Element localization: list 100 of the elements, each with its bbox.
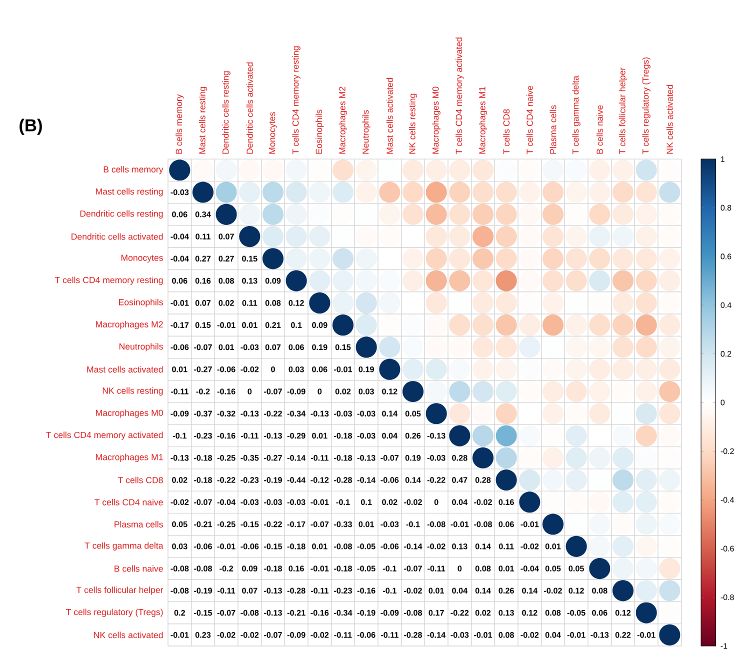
chart-title: (B): [20, 118, 42, 135]
text: 0.01: [545, 544, 561, 550]
text: -0.03: [240, 499, 259, 506]
color-bar-label: 0.6: [720, 254, 732, 260]
text: 0.15: [335, 344, 351, 350]
color-bar-label: 1: [721, 156, 724, 162]
text: -0.01: [450, 521, 469, 528]
text: 0.04: [382, 432, 398, 439]
y-tick-label: Mast cells activated: [87, 366, 163, 373]
text: -0.33: [334, 521, 352, 528]
text: 0.11: [196, 234, 210, 240]
text: -0.08: [170, 588, 189, 594]
text: -0.1: [382, 588, 396, 594]
text: -0.37: [194, 410, 212, 416]
text: 0.16: [288, 566, 304, 572]
text: -0.08: [474, 521, 492, 528]
text: -0.1: [172, 432, 186, 439]
text: -0.01: [170, 632, 189, 638]
text: -0.17: [287, 521, 306, 528]
text: -0.15: [194, 610, 212, 616]
text: 0.06: [498, 521, 514, 528]
text: -0.35: [240, 454, 259, 461]
text: 0.13: [498, 610, 514, 616]
text: 0.47: [452, 477, 468, 483]
text: -0.25: [217, 521, 236, 528]
text: -0.29: [287, 432, 306, 439]
text: -0.01: [474, 632, 492, 638]
text: -0.06: [194, 544, 212, 550]
text: 0.05: [568, 566, 584, 572]
text: -0.01: [170, 300, 189, 306]
y-tick-label: Plasma cells: [114, 521, 163, 528]
text: -0.03: [334, 410, 352, 416]
text: 0.15: [195, 322, 211, 328]
text: -0.01: [334, 366, 352, 372]
text: -0.02: [170, 499, 189, 506]
text: -0.01: [217, 322, 236, 328]
text: -0.14: [427, 632, 446, 638]
text: -0.03: [450, 632, 469, 638]
text: -0.07: [264, 632, 282, 638]
text: -0.04: [170, 256, 189, 262]
text: -0.1: [382, 566, 396, 572]
text: -0.02: [474, 499, 492, 506]
text: -0.1: [406, 521, 420, 528]
text: 0.12: [568, 588, 584, 594]
text: -0.02: [544, 588, 562, 594]
text: 0.01: [498, 566, 514, 572]
text: -0.13: [427, 432, 446, 439]
color-bar-label: 0.4: [720, 302, 732, 308]
text: 0.34: [195, 212, 211, 218]
text: -0.15: [264, 544, 282, 550]
text: -0.06: [357, 632, 376, 638]
text: -0.22: [264, 521, 282, 528]
x-tick-label: Macrophages M1: [478, 86, 488, 154]
x-tick-label: NK cells activated: [666, 85, 673, 154]
text: 0.08: [218, 278, 234, 284]
text: -0.16: [357, 588, 376, 594]
x-tick-label: Eosinophils: [316, 110, 324, 154]
x-tick-label: Plasma cells: [550, 105, 556, 154]
text: 0.08: [498, 632, 514, 638]
text: -0.14: [404, 544, 422, 550]
text: -0.04: [170, 234, 189, 240]
text: -0.12: [310, 477, 329, 483]
text: 0.06: [172, 212, 188, 218]
text: 0.02: [218, 300, 234, 306]
text: 0.28: [475, 477, 491, 483]
text: -0.06: [240, 544, 259, 550]
text: -0.07: [264, 388, 282, 394]
text: -0.01: [520, 521, 539, 528]
text: -0.16: [217, 432, 236, 439]
text: -0.02: [240, 632, 259, 638]
text: -0.03: [380, 521, 399, 528]
y-tick-label: B cells memory: [104, 166, 164, 174]
text: 0.16: [498, 499, 514, 506]
text: 0.06: [592, 610, 608, 616]
text: 0.11: [498, 544, 514, 550]
text: -0.03: [264, 499, 282, 506]
x-tick-label: T cells CD4 memory activated: [456, 38, 464, 154]
text: -0.02: [217, 632, 236, 638]
text: -0.25: [217, 454, 236, 461]
text: 0.09: [312, 322, 328, 328]
text: -0.11: [240, 432, 258, 439]
text: 0.08: [592, 588, 608, 594]
text: 0.04: [452, 499, 468, 506]
text: -0.07: [194, 499, 212, 506]
text: -0.11: [310, 454, 328, 461]
y-tick-label: T cells CD4 memory resting: [54, 276, 163, 285]
text: -0.03: [357, 432, 376, 439]
text: -0.22: [450, 610, 469, 616]
text: -0.21: [287, 610, 306, 616]
text: -0.08: [427, 521, 446, 528]
text: -0.04: [217, 499, 236, 506]
text: 0.01: [172, 366, 188, 372]
text: -0.09: [380, 610, 399, 616]
text: 0.26: [498, 588, 514, 594]
text: -0.06: [380, 477, 399, 483]
text: -0.03: [357, 410, 376, 416]
text: 0.02: [382, 499, 398, 506]
y-tick-label: T cells gamma delta: [84, 542, 164, 550]
text: -0.18: [194, 477, 212, 483]
color-bar-label: -0.6: [720, 546, 734, 552]
